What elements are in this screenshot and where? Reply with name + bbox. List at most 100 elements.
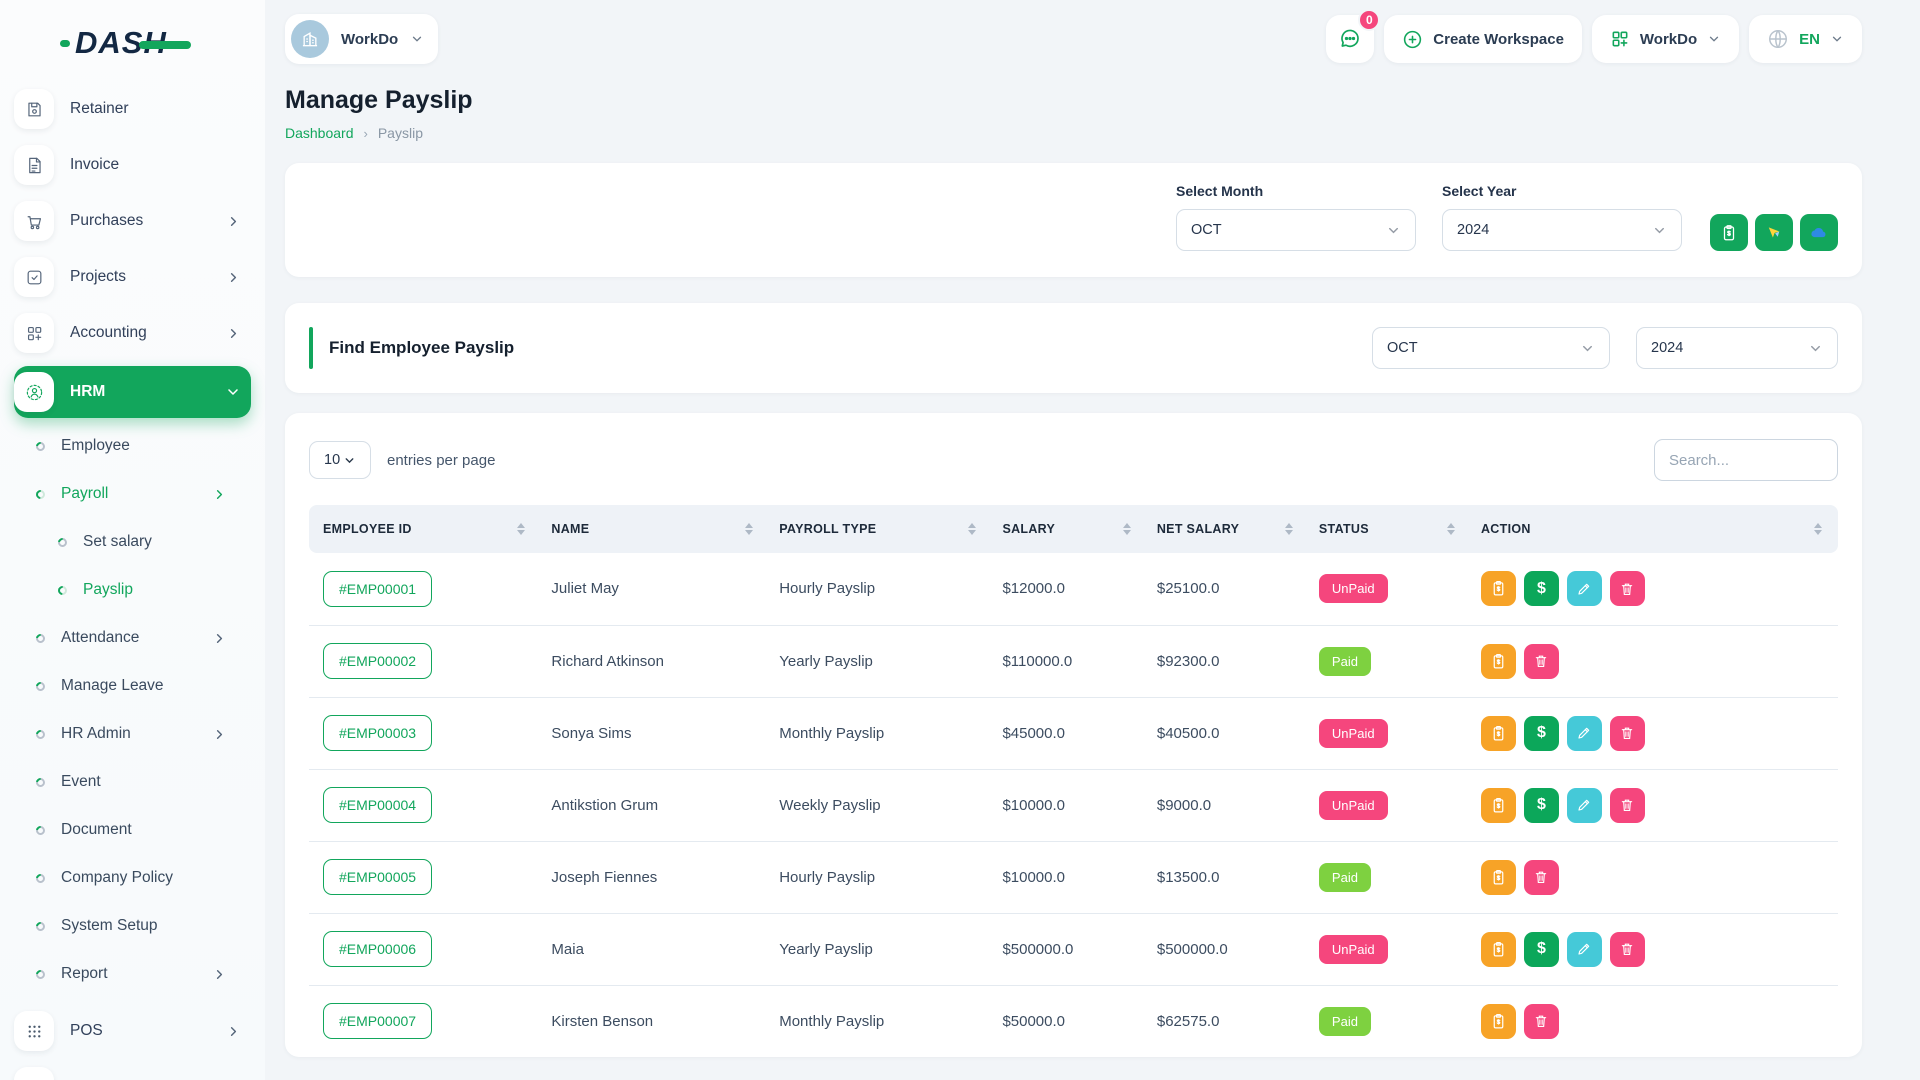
sidebar-item-icon [14, 89, 54, 129]
pay-action-button[interactable]: $ [1523, 787, 1559, 823]
salary-cell: $110000.0 [992, 625, 1147, 698]
sidebar-subitem-label: Report [61, 965, 108, 982]
sidebar-subitem-label: HR Admin [61, 725, 131, 742]
sidebar-item-projects[interactable]: Projects [14, 254, 251, 300]
month-select[interactable]: OCT [1176, 209, 1416, 251]
column-header-salary[interactable]: SALARY [1002, 522, 1136, 536]
column-header-payroll-type[interactable]: PAYROLL TYPE [779, 522, 982, 536]
search-input[interactable] [1654, 439, 1838, 481]
bullet-icon [34, 727, 47, 741]
find-card-title: Find Employee Payslip [329, 338, 515, 357]
chevron-down-icon [413, 36, 422, 42]
workdo-menu-button[interactable]: WorkDo [1591, 15, 1740, 63]
sort-arrows-icon [968, 523, 977, 535]
sidebar-item-crm[interactable]: CRM [14, 1064, 251, 1080]
sidebar-item-invoice[interactable]: Invoice [14, 142, 251, 188]
pay-action-button[interactable]: $ [1523, 931, 1559, 967]
find-year-select[interactable]: 2024 [1636, 327, 1838, 369]
workspace-selector[interactable]: WorkDo [285, 14, 439, 64]
entries-per-page-select[interactable]: 10 [309, 441, 371, 479]
delete-action-button[interactable] [1609, 931, 1645, 967]
sidebar-subitem-payslip[interactable]: Payslip [56, 576, 241, 604]
sidebar-item-pos[interactable]: POS [14, 1008, 251, 1054]
bullet-icon [34, 487, 47, 501]
workspace-avatar [291, 20, 329, 58]
delete-action-button[interactable] [1609, 715, 1645, 751]
sidebar-subitem-document[interactable]: Document [34, 816, 241, 844]
delete-action-button[interactable] [1523, 643, 1559, 679]
breadcrumb-dashboard-link[interactable]: Dashboard [285, 125, 354, 141]
app-logo[interactable]: DASH [0, 0, 265, 86]
sidebar-subitem-event[interactable]: Event [34, 768, 241, 796]
chevron-down-icon [1832, 36, 1842, 42]
sidebar-subitem-company-policy[interactable]: Company Policy [34, 864, 241, 892]
sidebar-item-purchases[interactable]: Purchases [14, 198, 251, 244]
payslip-filter-card: Select Month OCT Select Year 2024 [285, 163, 1862, 277]
bullet-icon [56, 535, 69, 549]
delete-action-button[interactable] [1609, 787, 1645, 823]
sort-arrows-icon [1814, 523, 1822, 535]
payslip-action-button[interactable] [1480, 787, 1516, 823]
pay-action-button[interactable]: $ [1523, 571, 1559, 607]
delete-action-button[interactable] [1609, 571, 1645, 607]
year-select[interactable]: 2024 [1442, 209, 1682, 251]
plus-circle-icon [1404, 30, 1422, 48]
pay-action-button[interactable]: $ [1523, 715, 1559, 751]
payslip-action-button[interactable] [1480, 859, 1516, 895]
edit-action-button[interactable] [1566, 787, 1602, 823]
sidebar-subitem-payroll[interactable]: Payroll [34, 480, 241, 508]
chevron-icon [226, 1024, 241, 1039]
sidebar-subitem-hr-admin[interactable]: HR Admin [34, 720, 241, 748]
column-header-employee-id[interactable]: EMPLOYEE ID [323, 522, 531, 536]
net-salary-cell: $62575.0 [1156, 1012, 1220, 1030]
payslip-action-button[interactable] [1480, 1003, 1516, 1039]
employee-id-button[interactable]: #EMP00006 [323, 931, 433, 967]
employee-id-button[interactable]: #EMP00005 [323, 859, 433, 895]
sidebar-item-accounting[interactable]: Accounting [14, 310, 251, 356]
google-drive-export-button[interactable] [1755, 214, 1793, 251]
sidebar-subitem-system-setup[interactable]: System Setup [34, 912, 241, 940]
delete-action-button[interactable] [1523, 859, 1559, 895]
column-header-status[interactable]: STATUS [1319, 522, 1461, 536]
onedrive-export-button[interactable] [1800, 214, 1838, 251]
sidebar-subitem-report[interactable]: Report [34, 960, 241, 988]
sidebar-subitem-manage-leave[interactable]: Manage Leave [34, 672, 241, 700]
logo-underline-icon [138, 41, 191, 49]
net-salary-cell: $13500.0 [1146, 841, 1309, 914]
edit-action-button[interactable] [1566, 715, 1602, 751]
status-badge: UnPaid [1318, 934, 1388, 964]
edit-action-button[interactable] [1566, 931, 1602, 967]
payslip-action-button[interactable] [1480, 571, 1516, 607]
delete-action-button[interactable] [1523, 1003, 1559, 1039]
column-header-name[interactable]: NAME [551, 522, 759, 536]
payslip-action-button[interactable] [1480, 715, 1516, 751]
payroll-type-cell: Hourly Payslip [769, 553, 993, 626]
payroll-type-cell: Monthly Payslip [769, 697, 993, 770]
create-workspace-button[interactable]: Create Workspace [1384, 15, 1582, 63]
edit-action-button[interactable] [1566, 571, 1602, 607]
net-salary-cell: $25100.0 [1146, 553, 1309, 626]
sidebar-item-hrm[interactable]: HRM [14, 366, 251, 418]
employee-id-button[interactable]: #EMP00007 [323, 1003, 433, 1040]
sidebar-subitem-employee[interactable]: Employee [34, 432, 241, 460]
payslip-action-button[interactable] [1480, 931, 1516, 967]
employee-id-button[interactable]: #EMP00001 [323, 570, 433, 607]
bulk-payslip-button[interactable] [1710, 214, 1748, 251]
table-row: #EMP00003 Sonya Sims Monthly Payslip $45… [309, 697, 1838, 770]
sidebar-item-retainer[interactable]: Retainer [14, 86, 251, 132]
sidebar-subitem-attendance[interactable]: Attendance [34, 624, 241, 652]
language-selector[interactable]: EN [1749, 15, 1862, 63]
sidebar-subitem-set-salary[interactable]: Set salary [56, 528, 241, 556]
payslip-action-button[interactable] [1480, 643, 1516, 679]
employee-id-button[interactable]: #EMP00003 [323, 715, 433, 751]
column-header-action[interactable]: ACTION [1481, 522, 1828, 536]
month-select-value: OCT [1191, 222, 1222, 238]
find-month-select[interactable]: OCT [1372, 327, 1610, 369]
row-actions: $ [1480, 715, 1828, 751]
select-month-label: Select Month [1176, 183, 1264, 199]
employee-id-button[interactable]: #EMP00004 [323, 787, 433, 823]
messages-button[interactable]: 0 [1326, 9, 1381, 63]
sidebar-subitem-label: Employee [61, 437, 130, 454]
column-header-net-salary[interactable]: NET SALARY [1157, 522, 1299, 536]
employee-id-button[interactable]: #EMP00002 [323, 643, 433, 679]
